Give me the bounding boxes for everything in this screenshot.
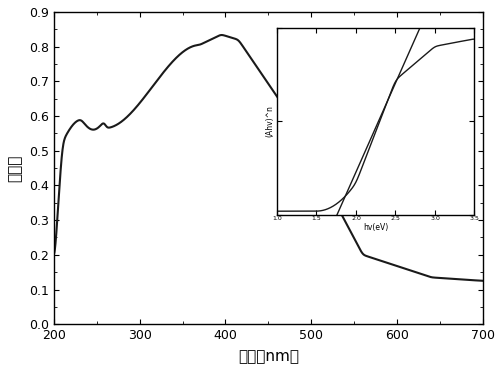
Y-axis label: 吸收値: 吸收値 xyxy=(7,154,22,182)
X-axis label: 波长（nm）: 波长（nm） xyxy=(237,349,298,364)
